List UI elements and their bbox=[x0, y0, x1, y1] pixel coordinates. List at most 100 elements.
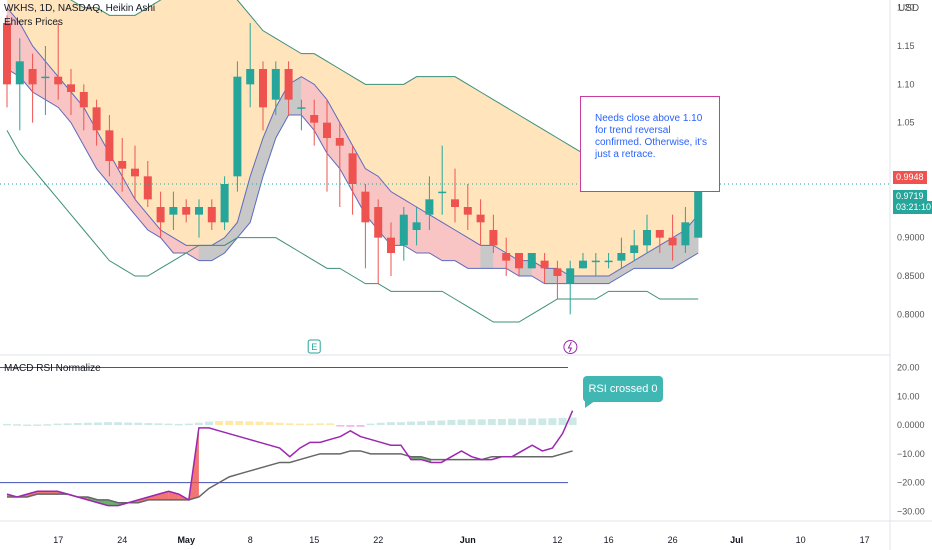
candle-body bbox=[630, 245, 639, 253]
candle-body bbox=[412, 222, 421, 230]
candle-body bbox=[399, 214, 408, 246]
rsi-callout[interactable]: RSI crossed 0 bbox=[583, 376, 663, 408]
candle-body bbox=[220, 184, 229, 223]
histogram-bar bbox=[447, 419, 456, 426]
macd-line bbox=[6, 410, 574, 507]
candle-body bbox=[451, 199, 459, 207]
candle-body bbox=[617, 253, 626, 261]
candle-body bbox=[92, 107, 101, 131]
histogram-bar bbox=[538, 418, 547, 426]
histogram-bar bbox=[285, 423, 294, 426]
x-tick-label: 15 bbox=[309, 535, 319, 545]
lightning-icon bbox=[563, 340, 578, 354]
histogram-bar bbox=[407, 421, 415, 426]
currency-label: USD bbox=[898, 3, 920, 14]
x-tick-label: Jun bbox=[460, 535, 476, 545]
macd-tick-label: 10.00 bbox=[897, 391, 920, 401]
histogram-bar bbox=[316, 423, 325, 426]
inner-band-fill bbox=[185, 245, 200, 262]
histogram-bar bbox=[295, 423, 304, 426]
last-price-tag: 0.9719 bbox=[893, 190, 927, 203]
histogram-bar bbox=[245, 421, 254, 426]
histogram-bar bbox=[194, 422, 203, 426]
histogram-bar bbox=[93, 422, 102, 426]
candle-body bbox=[335, 138, 344, 146]
candle-body bbox=[540, 260, 549, 269]
histogram-bar bbox=[356, 425, 365, 427]
candle-body bbox=[259, 69, 267, 108]
candle-body bbox=[655, 230, 664, 238]
candle-body bbox=[271, 69, 280, 100]
x-tick-label: May bbox=[177, 535, 195, 545]
candle-body bbox=[105, 130, 114, 161]
macd-tick-label: −20.00 bbox=[897, 478, 925, 488]
macd-tick-label: 0.0000 bbox=[897, 420, 925, 430]
candle-body bbox=[527, 253, 536, 269]
histogram-bar bbox=[144, 423, 153, 426]
candle-body bbox=[28, 69, 37, 85]
histogram-bar bbox=[225, 420, 234, 426]
histogram-bar bbox=[3, 423, 11, 426]
histogram-bar bbox=[326, 423, 335, 426]
candle-body bbox=[553, 268, 562, 276]
candle-body bbox=[54, 76, 63, 85]
histogram-bar bbox=[275, 422, 284, 426]
histogram-bar bbox=[265, 422, 274, 426]
candle-body bbox=[604, 260, 613, 263]
x-tick-label: 24 bbox=[117, 535, 127, 545]
candle-body bbox=[566, 268, 575, 284]
candle-body bbox=[41, 76, 50, 79]
histogram-bar bbox=[154, 423, 163, 426]
histogram-bar bbox=[73, 423, 82, 426]
x-tick-label: 17 bbox=[860, 535, 870, 545]
candle-body bbox=[310, 115, 319, 123]
histogram-bar bbox=[497, 419, 506, 426]
macd-tick-label: −30.00 bbox=[897, 506, 925, 516]
candle-body bbox=[668, 237, 677, 246]
candle-body bbox=[438, 191, 447, 194]
histogram-bar bbox=[336, 425, 345, 427]
earnings-marker-label: E bbox=[311, 342, 317, 352]
histogram-bar bbox=[427, 420, 436, 426]
chart-title: WKHS, 1D, NASDAQ, Heikin Ashi bbox=[4, 3, 156, 14]
histogram-bar bbox=[124, 422, 133, 426]
pane2-title: MACD RSI Normalize bbox=[4, 363, 101, 374]
histogram-bar bbox=[467, 419, 476, 426]
x-tick-label: 26 bbox=[668, 535, 678, 545]
histogram-bar bbox=[508, 418, 516, 426]
candle-body bbox=[207, 207, 216, 223]
histogram-bar bbox=[306, 423, 314, 426]
candle-body bbox=[284, 69, 293, 100]
indicator-label: Ehlers Prices bbox=[4, 17, 63, 28]
x-tick-label: 12 bbox=[552, 535, 562, 545]
x-tick-label: 16 bbox=[604, 535, 614, 545]
macd-fill bbox=[168, 491, 179, 500]
candle-body bbox=[463, 207, 472, 215]
histogram-bar bbox=[114, 422, 123, 426]
outer-lower-line bbox=[6, 130, 699, 323]
price-tick-label: 0.8000 bbox=[897, 309, 925, 319]
price-tick-label: 1.10 bbox=[897, 79, 915, 89]
candle-body bbox=[246, 69, 255, 85]
histogram-bar bbox=[83, 422, 92, 426]
histogram-bar bbox=[437, 420, 446, 426]
candle-body bbox=[374, 207, 383, 238]
candle-body bbox=[79, 92, 88, 108]
price-tick-label: 0.8500 bbox=[897, 271, 925, 281]
histogram-bar bbox=[366, 423, 375, 426]
outer-band-fill bbox=[7, 0, 699, 276]
histogram-bar bbox=[477, 419, 486, 426]
histogram-bar bbox=[346, 425, 355, 427]
candle-body bbox=[348, 153, 357, 184]
candle-body bbox=[131, 168, 139, 177]
candle-body bbox=[15, 61, 24, 85]
histogram-bar bbox=[43, 424, 52, 426]
inner-band-fill bbox=[480, 245, 494, 269]
annotation-box[interactable]: Needs close above 1.10 for trend reversa… bbox=[580, 96, 720, 192]
histogram-bar bbox=[548, 418, 557, 426]
histogram-bar bbox=[528, 418, 537, 426]
price-tick-label: 0.9000 bbox=[897, 233, 925, 243]
histogram-bar bbox=[417, 421, 426, 426]
candle-body bbox=[515, 253, 523, 269]
